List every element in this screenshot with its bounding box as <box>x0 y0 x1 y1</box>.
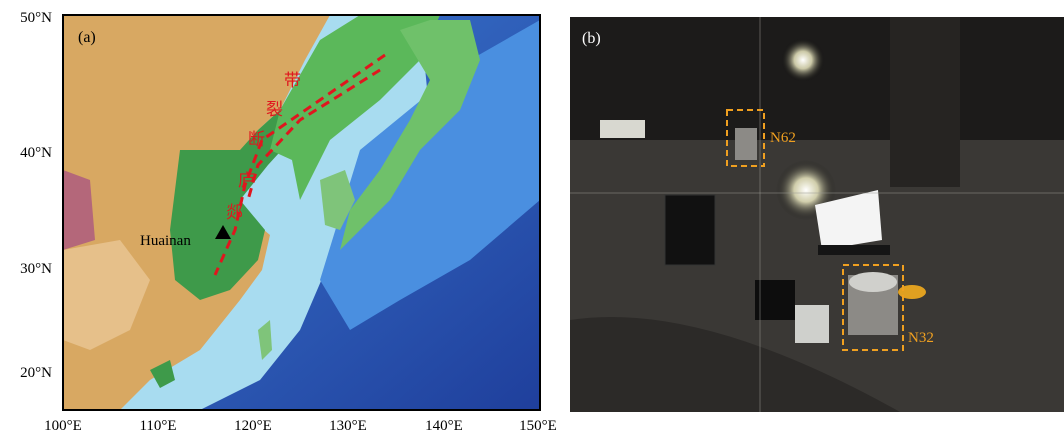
lon-label: 110°E <box>139 418 176 434</box>
photo <box>570 17 1064 412</box>
lat-label: 50°N <box>20 10 52 26</box>
station-label: N62 <box>770 130 796 146</box>
figure: Huainan (a) 郯 庐 断 裂 带 50°N 40°N 30°N 20°… <box>0 0 1064 436</box>
fault-label: 断 <box>248 130 265 150</box>
lon-label: 130°E <box>329 418 367 434</box>
site-label: Huainan <box>140 233 191 249</box>
fault-label: 带 <box>284 71 301 91</box>
lat-label: 30°N <box>20 261 52 277</box>
panel-label: (b) <box>582 30 601 47</box>
lon-label: 150°E <box>519 418 557 434</box>
fault-label: 郯 <box>226 203 243 223</box>
fault-label: 裂 <box>266 100 283 120</box>
lat-label: 40°N <box>20 145 52 161</box>
station-label: N32 <box>908 330 934 346</box>
lon-label: 100°E <box>44 418 82 434</box>
panel-label: (a) <box>78 29 96 46</box>
lon-label: 140°E <box>425 418 463 434</box>
page: {"panel_a": {"label": "(a)", "lat_labels… <box>0 0 1064 436</box>
fault-label: 庐 <box>238 171 255 191</box>
lon-label: 120°E <box>234 418 272 434</box>
lat-label: 20°N <box>20 365 52 381</box>
map <box>63 15 540 410</box>
